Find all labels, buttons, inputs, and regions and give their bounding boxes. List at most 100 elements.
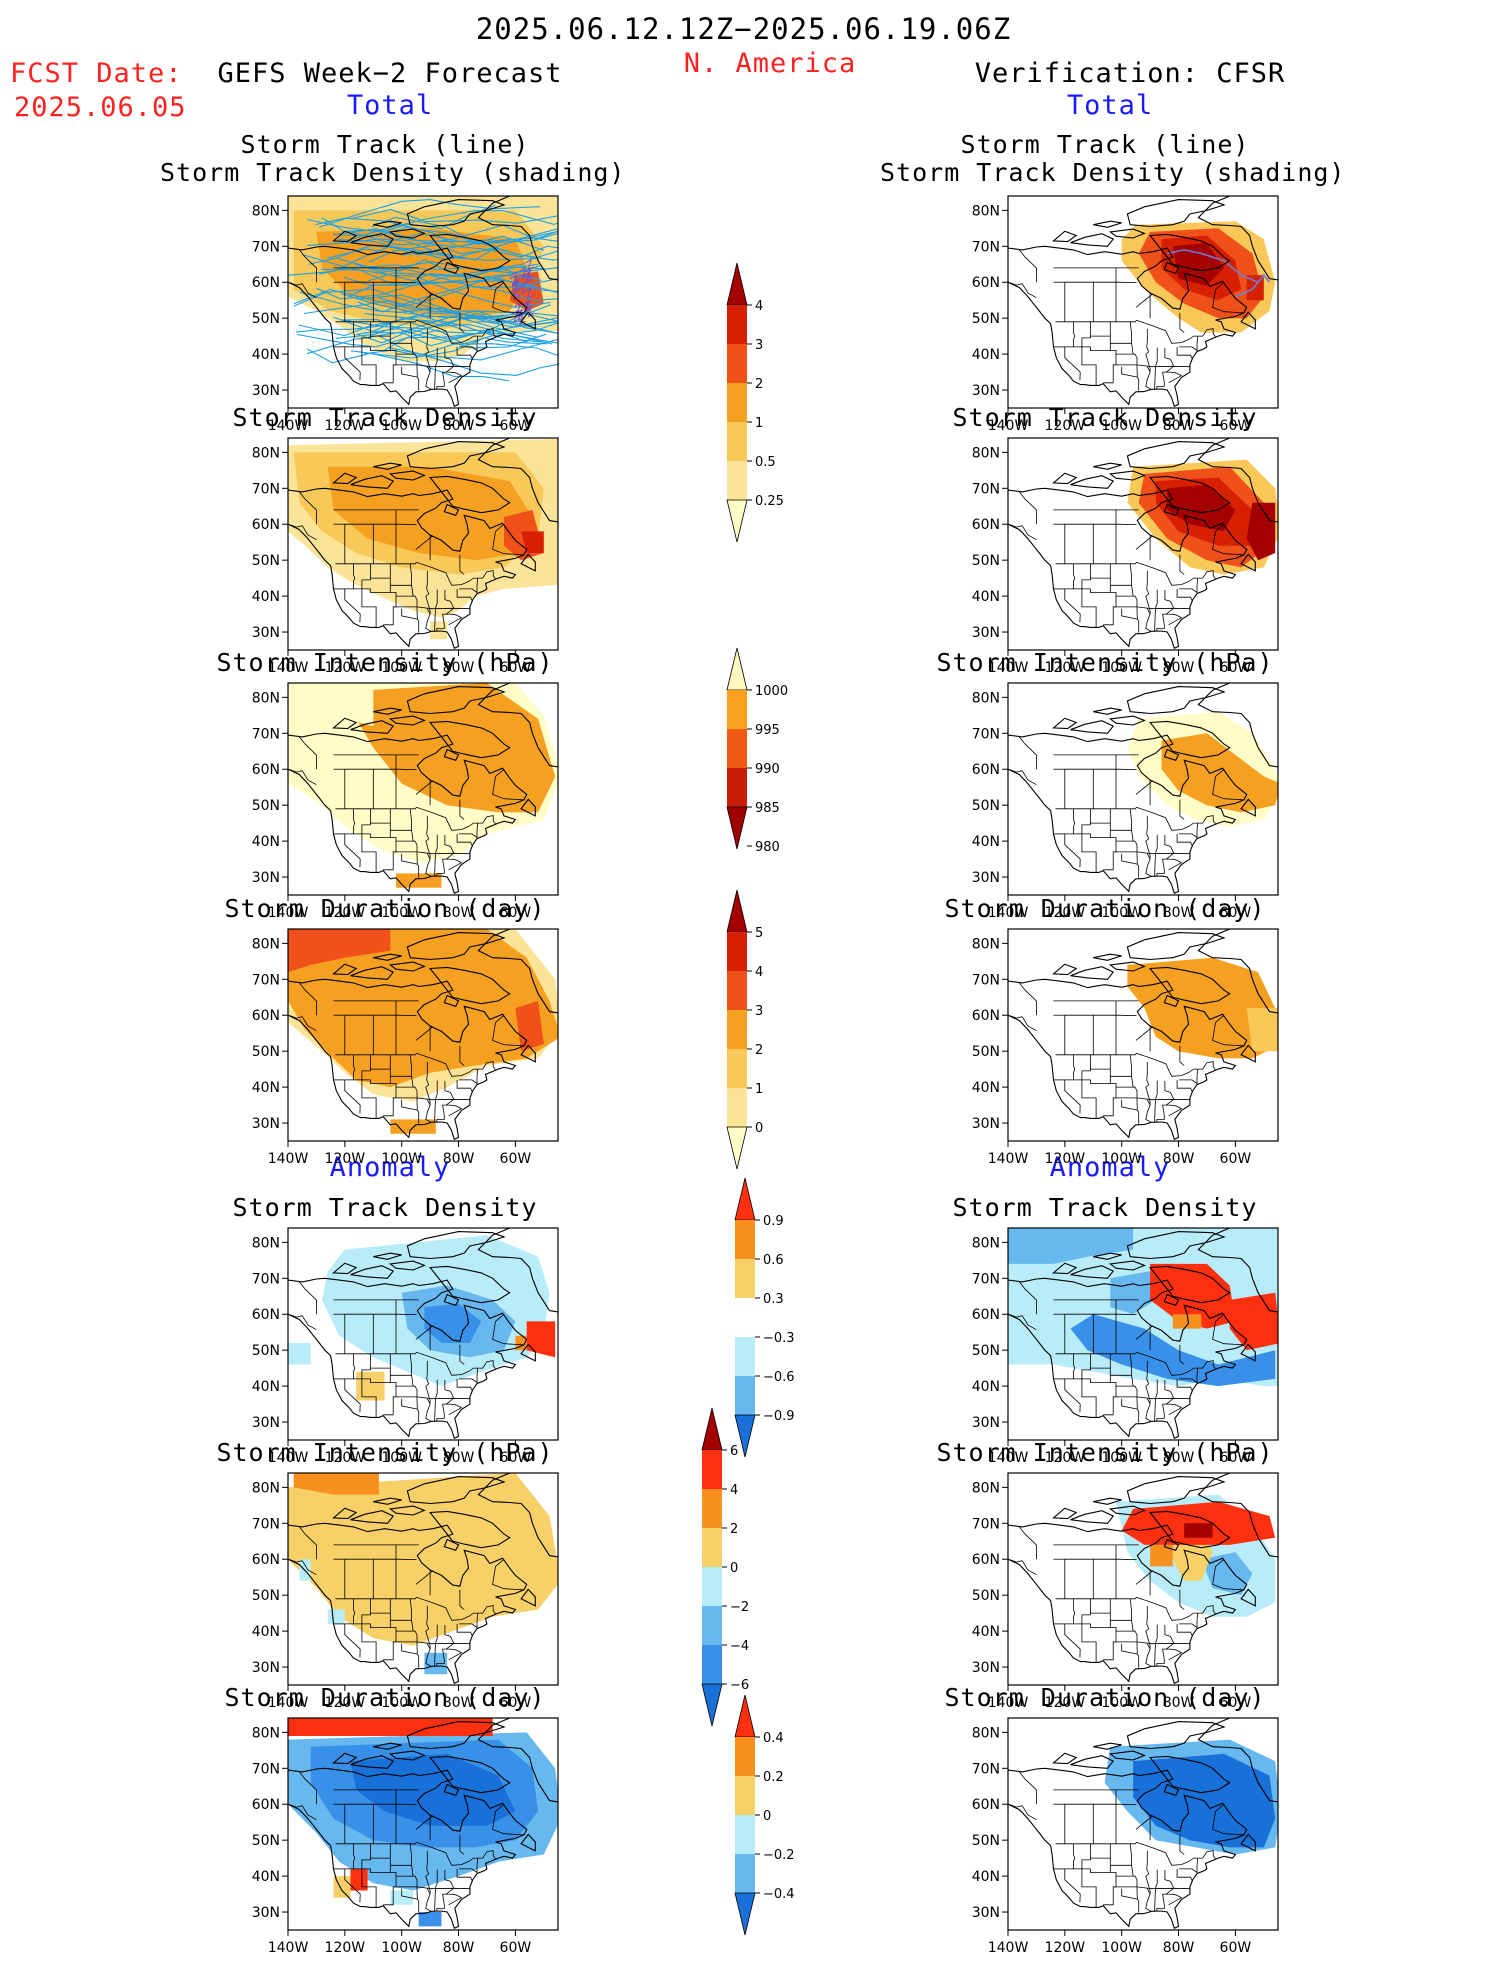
colorbar-label: 4 (755, 299, 763, 314)
colorbar-segment (727, 1049, 747, 1088)
lon-label: 140W (268, 905, 309, 921)
lat-label: 80N (252, 203, 280, 219)
lat-label: 40N (252, 1624, 280, 1640)
lon-label: 60W (500, 905, 532, 921)
colorbar-label: −2 (730, 1600, 749, 1615)
lat-label: 70N (252, 239, 280, 255)
lon-label: 80W (443, 418, 475, 434)
lat-label: 60N (252, 275, 280, 291)
lon-label: 140W (268, 1940, 309, 1956)
lat-label: 30N (972, 1660, 1000, 1676)
colorbar-segment (735, 1298, 755, 1337)
colorbar-label: 0.5 (755, 455, 776, 470)
lat-label: 60N (252, 1552, 280, 1568)
lon-label: 140W (268, 1151, 309, 1167)
lat-label: 60N (972, 275, 1000, 291)
shaded-region (356, 1372, 384, 1401)
colorbar-segment (735, 1695, 755, 1737)
lon-label: 120W (1045, 1940, 1086, 1956)
right-anom-density-title: Storm Track Density (880, 1193, 1330, 1222)
lon-label: 60W (1220, 1695, 1252, 1711)
lat-label: 30N (972, 1905, 1000, 1921)
lon-label: 60W (1220, 1940, 1252, 1956)
colorbar-label: 2 (755, 377, 763, 392)
lon-label: 120W (325, 1695, 366, 1711)
lon-label: 120W (325, 1450, 366, 1466)
colorbar-label: 985 (755, 801, 780, 816)
lon-label: 140W (988, 418, 1029, 434)
lat-label: 80N (252, 936, 280, 952)
lon-label: 80W (1163, 1695, 1195, 1711)
lon-label: 60W (1220, 905, 1252, 921)
colorbar-segment (735, 1737, 755, 1776)
colorbar-segment (702, 1606, 722, 1645)
colorbar-label: −0.6 (763, 1370, 795, 1385)
lat-label: 40N (972, 834, 1000, 850)
colorbar-segment (727, 305, 747, 344)
lat-label: 70N (972, 1271, 1000, 1287)
colorbar-segment (727, 383, 747, 422)
fcst-date: 2025.06.05 (14, 92, 187, 123)
lon-label: 80W (443, 1450, 475, 1466)
lon-label: 100W (381, 1450, 422, 1466)
lon-label: 100W (381, 1151, 422, 1167)
right-track-line-title-2: Storm Track Density (shading) (880, 158, 1330, 187)
lat-label: 50N (972, 1588, 1000, 1604)
lon-label: 80W (443, 1940, 475, 1956)
lon-label: 80W (443, 1151, 475, 1167)
lat-label: 30N (252, 383, 280, 399)
lat-label: 50N (252, 1044, 280, 1060)
lon-label: 60W (1220, 418, 1252, 434)
shaded-region (419, 1912, 442, 1926)
colorbar-label: −0.4 (763, 1887, 795, 1902)
lon-label: 100W (1101, 905, 1142, 921)
colorbar-segment (727, 768, 747, 807)
colorbar-label: 2 (730, 1522, 738, 1537)
lat-label: 60N (972, 1307, 1000, 1323)
lat-label: 30N (972, 625, 1000, 641)
colorbar-label: −4 (730, 1639, 749, 1654)
lon-label: 140W (988, 1450, 1029, 1466)
colorbar-label: 990 (755, 762, 780, 777)
lat-label: 50N (972, 798, 1000, 814)
colorbar-label: 6 (730, 1444, 738, 1459)
lat-label: 80N (972, 690, 1000, 706)
lat-label: 40N (972, 589, 1000, 605)
lat-label: 80N (972, 1480, 1000, 1496)
lat-label: 40N (252, 1869, 280, 1885)
lon-label: 140W (988, 1695, 1029, 1711)
colorbar-svg: 0.40.20−0.2−0.4 (733, 1695, 823, 1939)
lon-label: 120W (1045, 418, 1086, 434)
lon-label: 140W (268, 1695, 309, 1711)
lat-label: 70N (972, 726, 1000, 742)
lon-label: 140W (268, 660, 309, 676)
colorbar-segment (735, 1776, 755, 1815)
lon-label: 120W (325, 1940, 366, 1956)
colorbar-segment (727, 932, 747, 971)
lon-label: 80W (1163, 1151, 1195, 1167)
lat-label: 30N (972, 383, 1000, 399)
lat-label: 40N (972, 1379, 1000, 1395)
lat-label: 30N (252, 1905, 280, 1921)
colorbar-label: 0.25 (755, 494, 784, 509)
fcst-label: FCST Date: (10, 58, 183, 89)
lat-label: 70N (252, 1271, 280, 1287)
lon-label: 60W (500, 660, 532, 676)
lat-label: 60N (972, 517, 1000, 533)
colorbar-segment (735, 1893, 755, 1935)
colorbar-label: 1000 (755, 684, 788, 699)
lon-label: 120W (325, 660, 366, 676)
